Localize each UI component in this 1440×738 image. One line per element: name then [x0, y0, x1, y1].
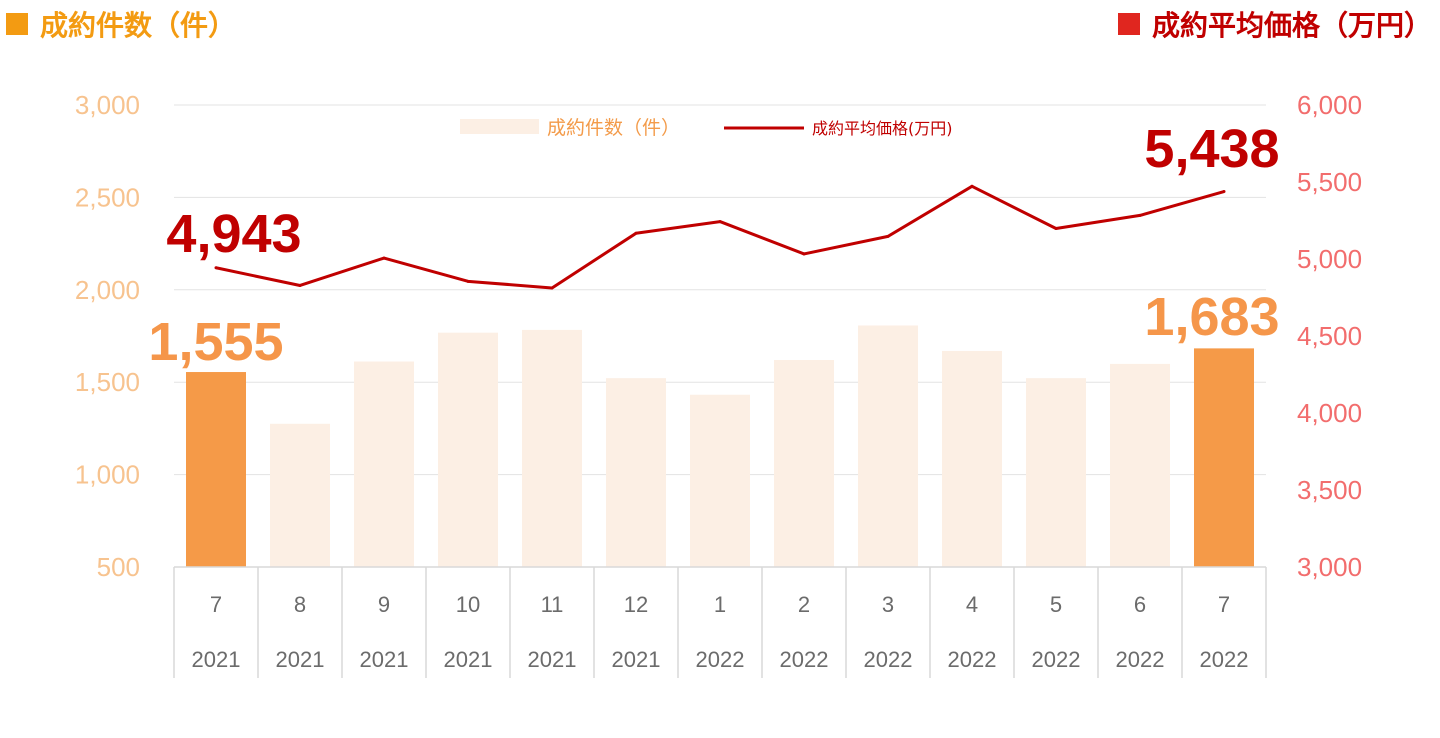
category-year-label: 2021: [528, 647, 577, 672]
left-tick-label: 500: [97, 552, 140, 582]
right-title-square-icon: [1117, 13, 1140, 35]
category-month-label: 4: [966, 592, 978, 617]
bar: [522, 329, 582, 567]
line-point: [970, 184, 974, 188]
legend-bar-swatch: [460, 119, 539, 134]
line-point: [382, 256, 386, 260]
bar: [858, 325, 918, 567]
line-point: [298, 283, 302, 287]
bar: [438, 332, 498, 567]
right-axis-ticks: 3,000 3,500 4,000 4,500 5,000 5,500 6,000: [1297, 90, 1362, 582]
category-year-label: 2022: [864, 647, 913, 672]
line-point: [214, 266, 218, 270]
category-month-label: 6: [1134, 592, 1146, 617]
category-month-label: 7: [210, 592, 222, 617]
left-tick-label: 2,000: [75, 275, 140, 305]
right-tick-label: 5,000: [1297, 244, 1362, 274]
category-month-label: 8: [294, 592, 306, 617]
line-first-value-label: 4,943: [166, 204, 301, 264]
left-tick-label: 1,000: [75, 460, 140, 490]
line-point: [466, 279, 470, 283]
left-tick-label: 3,000: [75, 90, 140, 120]
category-year-label: 2022: [1032, 647, 1081, 672]
bar: [606, 378, 666, 567]
category-month-label: 2: [798, 592, 810, 617]
line-last-value-label: 5,438: [1144, 119, 1279, 179]
bar: [1026, 378, 1086, 567]
right-tick-label: 6,000: [1297, 90, 1362, 120]
bar: [1194, 348, 1254, 567]
line-point: [1222, 190, 1226, 194]
category-month-label: 5: [1050, 592, 1062, 617]
category-year-label: 2022: [948, 647, 997, 672]
category-year-label: 2021: [612, 647, 661, 672]
left-axis-ticks: 500 1,000 1,500 2,000 2,500 3,000: [75, 90, 140, 582]
bar: [774, 360, 834, 567]
line-series: [214, 184, 1226, 290]
category-month-label: 3: [882, 592, 894, 617]
category-month-label: 7: [1218, 592, 1230, 617]
price-line: [215, 184, 1225, 290]
category-month-label: 11: [541, 592, 564, 617]
category-month-label: 10: [456, 592, 480, 617]
category-month-label: 1: [714, 592, 726, 617]
right-tick-label: 4,000: [1297, 398, 1362, 428]
category-month-label: 9: [378, 592, 390, 617]
left-title-square-icon: [6, 13, 28, 35]
line-point: [802, 252, 806, 256]
bar: [270, 423, 330, 567]
category-year-label: 2022: [696, 647, 745, 672]
bar: [690, 394, 750, 567]
category-year-label: 2021: [276, 647, 325, 672]
category-year-label: 2021: [444, 647, 493, 672]
legend: 成約件数（件） 成約平均価格(万円): [460, 117, 953, 139]
bar: [186, 372, 246, 567]
bar: [942, 350, 1002, 567]
line-point: [1138, 213, 1142, 217]
left-tick-label: 2,500: [75, 182, 140, 212]
line-point: [634, 231, 638, 235]
right-tick-label: 3,500: [1297, 475, 1362, 505]
category-year-label: 2022: [780, 647, 829, 672]
right-tick-label: 4,500: [1297, 321, 1362, 351]
bar: [354, 361, 414, 567]
bar-first-value-label: 1,555: [148, 312, 283, 372]
legend-line-label: 成約平均価格(万円): [812, 119, 953, 138]
line-point: [1054, 227, 1058, 231]
line-point: [550, 286, 554, 290]
category-year-label: 2021: [360, 647, 409, 672]
line-point: [718, 220, 722, 224]
left-title-text: 成約件数（件）: [40, 9, 237, 42]
category-month-label: 12: [624, 592, 648, 617]
right-title-text: 成約平均価格（万円）: [1151, 9, 1432, 42]
category-year-label: 2021: [192, 647, 241, 672]
legend-bar-label: 成約件数（件）: [547, 117, 680, 139]
category-year-label: 2022: [1200, 647, 1249, 672]
category-axis-table: 7 2021 8 2021 9 2021 10 2021 11 2021 12 2021 1 2022 2 2…: [173, 566, 1267, 678]
left-tick-label: 1,500: [75, 367, 140, 397]
bar-series: [186, 325, 1254, 567]
bar-last-value-label: 1,683: [1144, 287, 1279, 347]
right-tick-label: 5,500: [1297, 167, 1362, 197]
bar: [1110, 363, 1170, 567]
category-year-label: 2022: [1116, 647, 1165, 672]
line-point: [886, 234, 890, 238]
right-axis-title: 成約平均価格（万円）: [1117, 4, 1432, 44]
right-tick-label: 3,000: [1297, 552, 1362, 582]
left-axis-title: 成約件数（件）: [6, 4, 236, 44]
